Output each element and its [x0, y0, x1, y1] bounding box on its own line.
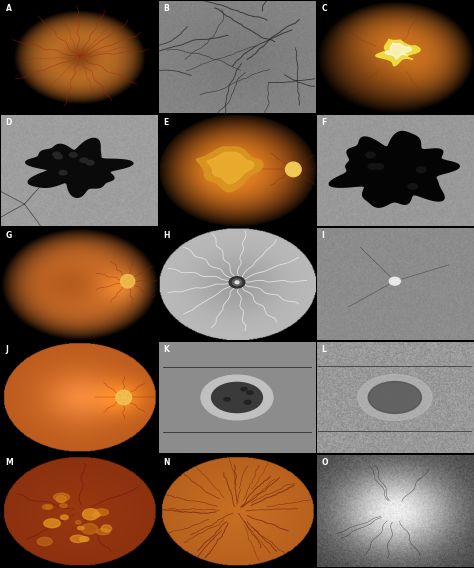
Text: N: N — [164, 458, 170, 467]
Ellipse shape — [61, 515, 68, 520]
Text: A: A — [6, 5, 11, 14]
Ellipse shape — [245, 400, 251, 404]
Text: M: M — [6, 458, 13, 467]
Ellipse shape — [211, 382, 263, 412]
Ellipse shape — [42, 504, 53, 509]
Ellipse shape — [417, 167, 426, 173]
Ellipse shape — [75, 520, 81, 524]
Ellipse shape — [54, 493, 70, 501]
Ellipse shape — [120, 274, 135, 288]
Ellipse shape — [368, 382, 421, 414]
Text: H: H — [164, 232, 170, 240]
Ellipse shape — [71, 535, 85, 542]
Polygon shape — [376, 39, 420, 66]
Text: B: B — [164, 5, 169, 14]
Ellipse shape — [55, 154, 63, 159]
Ellipse shape — [92, 513, 100, 517]
Ellipse shape — [82, 524, 98, 534]
Ellipse shape — [241, 387, 247, 391]
Ellipse shape — [366, 152, 375, 158]
Polygon shape — [207, 152, 254, 183]
Polygon shape — [329, 132, 459, 207]
Ellipse shape — [82, 509, 99, 520]
Ellipse shape — [56, 495, 66, 503]
Ellipse shape — [37, 537, 52, 546]
Ellipse shape — [94, 509, 109, 516]
Ellipse shape — [44, 519, 60, 528]
Circle shape — [229, 277, 245, 288]
Ellipse shape — [285, 162, 301, 177]
Circle shape — [235, 281, 239, 284]
Polygon shape — [26, 139, 133, 197]
Ellipse shape — [224, 398, 230, 401]
Text: E: E — [164, 118, 169, 127]
Polygon shape — [197, 147, 263, 192]
Ellipse shape — [69, 153, 77, 157]
Ellipse shape — [368, 164, 378, 169]
Ellipse shape — [116, 390, 132, 405]
Ellipse shape — [60, 504, 67, 508]
Ellipse shape — [374, 164, 383, 169]
Ellipse shape — [101, 525, 112, 532]
Ellipse shape — [46, 505, 51, 508]
Text: J: J — [6, 345, 9, 354]
Ellipse shape — [59, 170, 67, 175]
Ellipse shape — [80, 537, 89, 541]
Text: G: G — [6, 232, 12, 240]
Text: O: O — [321, 458, 328, 467]
Circle shape — [232, 279, 242, 286]
Ellipse shape — [201, 375, 273, 420]
Ellipse shape — [96, 529, 110, 534]
Text: K: K — [164, 345, 169, 354]
Ellipse shape — [78, 527, 84, 530]
Text: D: D — [6, 118, 12, 127]
Ellipse shape — [86, 161, 94, 165]
Text: I: I — [321, 232, 324, 240]
Text: F: F — [321, 118, 327, 127]
Text: L: L — [321, 345, 326, 354]
Ellipse shape — [408, 183, 417, 189]
Ellipse shape — [80, 158, 88, 162]
Polygon shape — [385, 43, 411, 59]
Text: C: C — [321, 5, 327, 14]
Ellipse shape — [358, 374, 432, 420]
Ellipse shape — [247, 391, 253, 394]
Circle shape — [389, 277, 401, 285]
Ellipse shape — [244, 401, 251, 404]
Ellipse shape — [53, 152, 61, 157]
